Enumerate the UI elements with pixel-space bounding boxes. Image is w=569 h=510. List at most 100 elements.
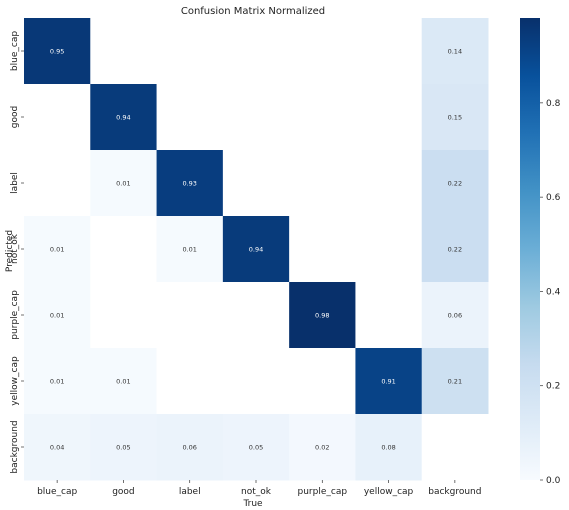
heatmap-cell <box>355 84 423 151</box>
x-tick-label: label <box>179 487 201 497</box>
heatmap-cell <box>421 150 489 217</box>
cell-value-label: 0.21 <box>448 378 462 386</box>
heatmap-cell <box>90 18 158 85</box>
heatmap-cell <box>289 216 356 283</box>
heatmap-cell <box>355 282 423 349</box>
heatmap-cell <box>90 348 158 415</box>
cell-value-label: 0.93 <box>182 180 196 188</box>
heatmap-cell <box>355 150 423 217</box>
cell-value-label: 0.91 <box>381 378 395 386</box>
heatmap-cell <box>156 414 224 481</box>
x-tick-label: purple_cap <box>298 487 348 497</box>
heatmap-cell <box>24 150 91 217</box>
heatmap-cell <box>90 150 158 217</box>
y-tick-label: yellow_cap <box>10 356 20 406</box>
heatmap-cell <box>24 216 91 283</box>
y-tick-label: good <box>10 106 20 128</box>
heatmap-cell <box>355 414 423 481</box>
cell-value-label: 0.02 <box>315 444 329 452</box>
cell-value-label: 0.06 <box>182 444 196 452</box>
heatmap-cell <box>156 282 224 349</box>
cell-value-label: 0.01 <box>50 246 64 254</box>
cell-value-label: 0.01 <box>182 246 196 254</box>
chart-title: Confusion Matrix Normalized <box>181 6 325 17</box>
heatmap-cell <box>421 348 489 415</box>
cell-value-label: 0.01 <box>50 378 64 386</box>
colorbar-tick-label: 0.0 <box>546 476 561 486</box>
cell-value-label: 0.08 <box>381 444 395 452</box>
x-tick-label: yellow_cap <box>364 487 414 497</box>
cell-value-label: 0.04 <box>50 444 64 452</box>
cell-value-label: 0.94 <box>249 246 263 254</box>
heatmap-cell <box>24 348 91 415</box>
y-tick-label: purple_cap <box>10 290 20 340</box>
x-tick-label: blue_cap <box>37 487 77 497</box>
cell-value-label: 0.05 <box>116 444 130 452</box>
heatmap-cell <box>156 150 224 217</box>
heatmap-cell <box>156 18 224 85</box>
heatmap-cell <box>24 414 91 481</box>
heatmap-cell <box>355 18 423 85</box>
y-tick-label: not_ok <box>10 233 20 264</box>
heatmap-cell <box>90 216 158 283</box>
heatmap-cell <box>289 18 356 85</box>
colorbar-ticks: 0.0 0.2 0.4 0.6 0.8 <box>540 99 561 486</box>
heatmap-cell <box>222 348 290 415</box>
cell-value-label: 0.95 <box>50 48 64 56</box>
y-tick-label: background <box>10 420 20 473</box>
heatmap-cell <box>156 84 224 151</box>
cell-value-label: 0.98 <box>315 312 329 320</box>
cell-value-label: 0.94 <box>116 114 130 122</box>
heatmap-cell <box>156 216 224 283</box>
heatmap-cell <box>90 282 158 349</box>
cell-value-label: 0.14 <box>448 48 462 56</box>
cell-value-label: 0.15 <box>448 114 462 122</box>
x-axis-label: True <box>242 499 263 509</box>
cell-value-label: 0.22 <box>448 180 462 188</box>
heatmap-cell <box>222 150 290 217</box>
heatmap-cell <box>421 282 489 349</box>
heatmap-cell <box>355 216 423 283</box>
cell-value-label: 0.01 <box>50 312 64 320</box>
heatmap-cell <box>421 18 489 85</box>
x-axis-ticks: blue_cap good label not_ok purple_cap yellow_… <box>37 480 481 497</box>
heatmap-cell <box>421 414 489 481</box>
heatmap-cell <box>24 18 91 85</box>
heatmap-cell <box>222 216 290 283</box>
heatmap-cell <box>24 84 91 151</box>
heatmap-cell <box>222 414 290 481</box>
y-tick-label: blue_cap <box>10 31 20 71</box>
heatmap-cells: 0.95 0.14 0.94 0.15 0.01 0.93 0.22 0.01 0.01 0.94… <box>24 18 489 481</box>
heatmap-cell <box>421 216 489 283</box>
x-tick-label: background <box>428 487 481 497</box>
cell-value-label: 0.22 <box>448 246 462 254</box>
heatmap-cell <box>222 84 290 151</box>
heatmap-cell <box>421 84 489 151</box>
heatmap-cell <box>156 348 224 415</box>
heatmap-cell <box>355 348 423 415</box>
heatmap-cell <box>289 150 356 217</box>
heatmap-cell <box>90 414 158 481</box>
x-tick-label: not_ok <box>241 487 272 497</box>
cell-value-label: 0.01 <box>116 378 130 386</box>
colorbar-tick-label: 0.8 <box>546 99 561 109</box>
y-axis-label: Predicted <box>5 230 15 272</box>
heatmap-cell <box>222 282 290 349</box>
heatmap-cell <box>289 282 356 349</box>
heatmap-cell <box>24 282 91 349</box>
cell-value-label: 0.05 <box>249 444 263 452</box>
cell-value-label: 0.01 <box>116 180 130 188</box>
heatmap-cell <box>289 84 356 151</box>
colorbar-tick-label: 0.4 <box>546 287 561 297</box>
colorbar-tick-label: 0.6 <box>546 193 561 203</box>
x-tick-label: good <box>112 487 134 497</box>
heatmap-cell <box>222 18 290 85</box>
colorbar-tick-label: 0.2 <box>546 382 560 392</box>
heatmap-cell <box>90 84 158 151</box>
colorbar <box>520 18 540 480</box>
heatmap-cell <box>289 414 356 481</box>
heatmap-cell <box>289 348 356 415</box>
cell-value-label: 0.06 <box>448 312 462 320</box>
y-tick-label: label <box>10 172 20 194</box>
